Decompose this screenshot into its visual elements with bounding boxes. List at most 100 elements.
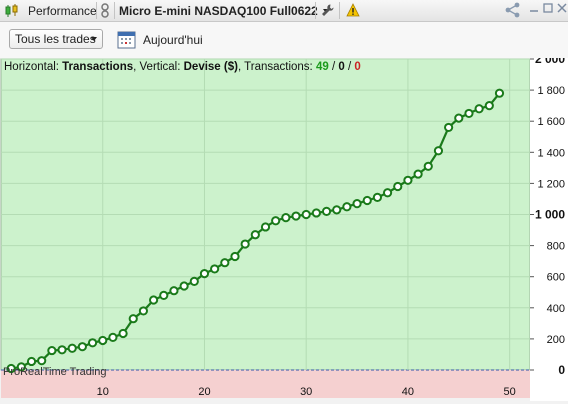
wrench-icon[interactable]: [320, 3, 335, 18]
trade-point[interactable]: [291, 211, 301, 221]
trade-point[interactable]: [148, 295, 159, 305]
performance-tab[interactable]: Performance: [4, 0, 97, 21]
trade-point[interactable]: [189, 276, 199, 286]
trade-point[interactable]: [342, 202, 352, 212]
x-tick-label: 30: [300, 386, 312, 398]
loss-count: 0: [354, 61, 360, 73]
performance-chart: 2 000 1 800 1 600 1 400 1 200 1 000 800 600 400 2…: [0, 52, 568, 401]
trade-point[interactable]: [454, 113, 464, 123]
trade-point[interactable]: [108, 332, 118, 342]
trade-point[interactable]: [362, 195, 372, 206]
close-icon[interactable]: [555, 2, 568, 16]
trade-point[interactable]: [6, 363, 16, 374]
share-icon[interactable]: [504, 2, 522, 18]
trade-point[interactable]: [413, 169, 423, 179]
trade-point[interactable]: [118, 328, 128, 339]
trade-point[interactable]: [98, 335, 108, 346]
trade-point[interactable]: [271, 216, 281, 226]
trade-point[interactable]: [352, 199, 362, 209]
trade-point[interactable]: [321, 206, 332, 216]
x-tick-label: 20: [198, 386, 210, 398]
trade-point[interactable]: [301, 209, 311, 220]
y-tick-label: 1 400: [537, 147, 565, 159]
trade-point[interactable]: [57, 345, 67, 355]
watermark: ProRealTime Trading: [3, 366, 107, 378]
negative-area: [1, 370, 530, 398]
even-count: 0: [338, 61, 344, 73]
trade-point[interactable]: [16, 362, 26, 372]
win-count: 49: [316, 61, 329, 73]
title-bar: Performance Micro E-mini NASDAQ100 Full0…: [0, 0, 568, 22]
candlestick-icon: [4, 3, 20, 19]
y-tick-label: 1 800: [537, 85, 565, 97]
trade-point[interactable]: [423, 161, 433, 171]
warning-icon[interactable]: [346, 3, 360, 17]
trade-point[interactable]: [484, 101, 494, 111]
trade-point[interactable]: [67, 343, 77, 353]
x-tick-label: 10: [97, 386, 109, 398]
y-tick-label: 200: [547, 334, 565, 346]
count-prefix: , Transactions:: [238, 61, 316, 73]
trade-point[interactable]: [210, 264, 220, 274]
performance-tab-label: Performance: [28, 3, 97, 18]
trade-point[interactable]: [393, 181, 403, 192]
trade-point[interactable]: [464, 108, 474, 119]
trade-point[interactable]: [382, 188, 393, 198]
trade-point[interactable]: [403, 175, 413, 185]
chevron-down-icon: [91, 37, 97, 41]
count-separator: /: [345, 61, 355, 73]
y-tick-label: 600: [547, 272, 565, 284]
trade-point[interactable]: [159, 290, 169, 300]
trade-point[interactable]: [444, 122, 454, 133]
horizontal-prefix: Horizontal:: [4, 61, 62, 73]
trade-point[interactable]: [47, 345, 57, 356]
trade-point[interactable]: [494, 88, 505, 98]
vertical-value: Devise ($): [184, 61, 239, 73]
trade-point[interactable]: [332, 205, 342, 215]
trade-point[interactable]: [433, 146, 444, 156]
trade-point[interactable]: [169, 286, 179, 296]
trade-point[interactable]: [250, 230, 260, 240]
trade-point[interactable]: [128, 314, 138, 324]
trade-point[interactable]: [230, 251, 240, 262]
trade-point[interactable]: [179, 281, 189, 291]
minimize-icon[interactable]: [527, 2, 541, 16]
y-tick-label: 800: [547, 241, 565, 253]
x-tick-label: 50: [504, 386, 516, 398]
y-axis-panel: [530, 58, 568, 401]
y-tick-label: 1 000: [535, 208, 565, 222]
y-tick-label: 400: [547, 303, 565, 315]
y-tick-label: 1 200: [537, 178, 565, 190]
count-separator: /: [329, 61, 339, 73]
trade-point[interactable]: [87, 338, 98, 348]
x-tick-label: 40: [402, 386, 414, 398]
link-icon[interactable]: [100, 3, 110, 18]
horizontal-value: Transactions: [62, 61, 133, 73]
trade-point[interactable]: [240, 239, 250, 249]
maximize-icon[interactable]: [541, 2, 555, 16]
trade-filter-dropdown[interactable]: Tous les trades: [9, 29, 103, 49]
trade-point[interactable]: [311, 208, 321, 218]
trade-point[interactable]: [77, 342, 87, 352]
trade-point[interactable]: [199, 268, 210, 279]
instrument-label: Micro E-mini NASDAQ100 Full0622: [119, 3, 318, 18]
trade-filter-label: Tous les trades: [15, 32, 96, 46]
trade-point[interactable]: [260, 222, 271, 232]
trade-point[interactable]: [372, 192, 383, 202]
y-tick-label: 2 000: [535, 58, 565, 66]
calendar-icon[interactable]: [117, 30, 136, 49]
chart-header: Horizontal: Transactions, Vertical: Devi…: [4, 61, 361, 73]
filter-toolbar: Tous les trades Aujourd'hui: [0, 22, 568, 58]
trade-point[interactable]: [138, 306, 149, 316]
y-tick-label: 0: [558, 363, 565, 377]
trade-point[interactable]: [220, 258, 230, 268]
vertical-prefix: , Vertical:: [133, 61, 184, 73]
trade-point[interactable]: [26, 356, 37, 367]
trade-point[interactable]: [474, 104, 484, 114]
trade-point[interactable]: [37, 356, 47, 366]
date-range-label[interactable]: Aujourd'hui: [143, 33, 203, 47]
instrument-selector[interactable]: Micro E-mini NASDAQ100 Full0622: [119, 0, 329, 21]
y-tick-label: 1 600: [537, 116, 565, 128]
trade-point[interactable]: [281, 213, 291, 223]
